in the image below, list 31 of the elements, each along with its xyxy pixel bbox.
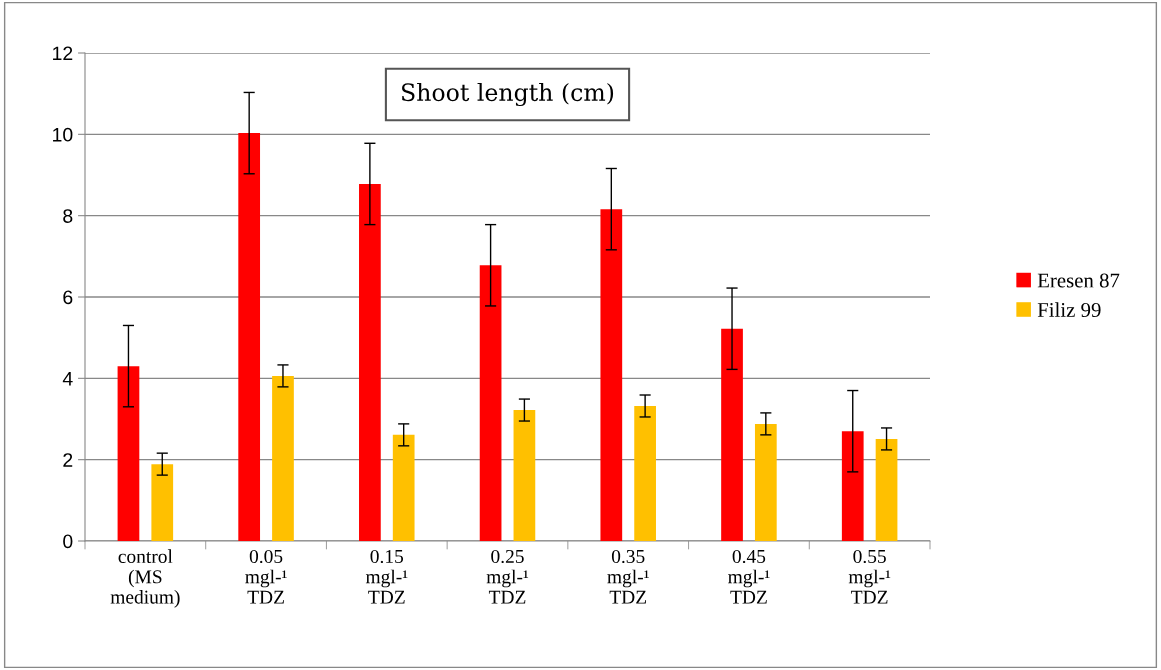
bar (151, 464, 174, 541)
x-tick-label: 0.45 mgl-¹ TDZ (728, 549, 770, 604)
bar (392, 434, 415, 541)
y-tick-label: 12 (53, 46, 73, 61)
bar (875, 438, 898, 541)
bar (272, 375, 294, 541)
bar (513, 410, 536, 541)
text: Shoot length (cm) (402, 82, 614, 107)
bar (754, 423, 777, 541)
bar (117, 366, 140, 541)
x-tick-label: control (MS medium) (110, 549, 180, 608)
bar (479, 265, 502, 541)
legend-label: Eresen 87 (1037, 273, 1120, 288)
x-tick-label: 0.35 mgl-¹ TDZ (607, 549, 649, 604)
x-tick-label: 0.15 mgl-¹ TDZ (365, 549, 408, 604)
y-tick-label: 6 (63, 290, 73, 305)
legend-label: Filiz 99 (1037, 302, 1101, 317)
x-tick-label: 0.05 mgl-¹ TDZ (245, 549, 287, 604)
y-tick-label: 2 (63, 453, 73, 467)
x-tick-label: 0.25 mgl-¹ TDZ (486, 549, 529, 604)
y-tick-label: 0 (63, 534, 73, 549)
bar (238, 133, 261, 541)
bar (600, 209, 623, 541)
bar (841, 431, 864, 541)
bar (359, 183, 381, 541)
bar (721, 328, 743, 541)
x-tick-label: 0.55 mgl-¹ TDZ (848, 549, 891, 604)
y-tick-label: 8 (63, 209, 73, 223)
y-tick-label: 10 (53, 127, 73, 142)
bar (634, 405, 656, 541)
y-tick-label: 4 (62, 372, 73, 386)
